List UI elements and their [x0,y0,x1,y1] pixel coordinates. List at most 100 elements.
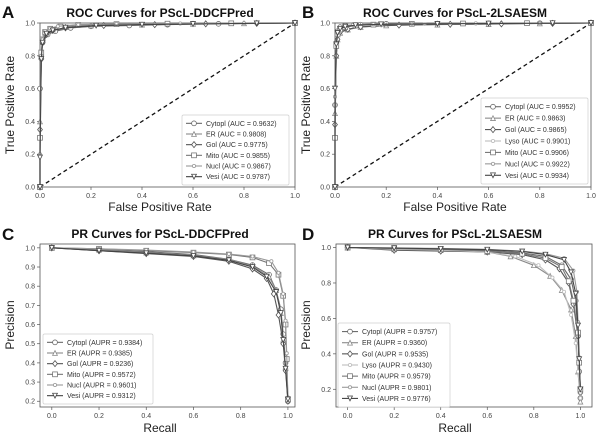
data-point [574,322,582,329]
legend-item: Gol (AUC = 0.9865) [485,125,567,134]
legend-item: Vesi (AUC = 0.9934) [485,172,569,180]
y-tick-label: 0.6 [25,322,35,329]
legend-item: Gol (AUPR = 0.9535) [342,350,428,358]
y-tick-label: 0.9 [25,265,35,272]
x-tick-label: 0.2 [389,413,399,420]
legend-marker-icon [190,130,198,137]
x-tick-label: 0.2 [381,193,391,200]
y-tick-label: 1.0 [320,21,330,28]
legend-marker-icon [191,141,197,149]
legend-label: Lyso (AUC = 0.9901) [505,139,570,146]
x-axis-label: Recall [438,421,471,435]
data-point [519,248,526,255]
y-axis-label: True Positive Rate [3,56,17,155]
panel-a: A ROC Curves for PScL-DDCFPred 0.0 0.2 0.4 0.… [2,3,300,214]
data-point [190,253,197,260]
data-point [38,56,45,63]
legend-label: Vesi (AUC = 0.9787) [206,174,270,181]
data-point [437,245,444,253]
data-point [572,290,579,297]
data-point [263,273,270,280]
data-point [337,25,344,33]
legend-label: Vesi (AUPR = 0.9776) [362,396,431,403]
data-point [333,41,340,48]
data-point [342,23,349,30]
data-point [485,20,492,27]
y-tick-label: 0.8 [25,284,35,291]
data-point [283,318,288,323]
y-tick-label: 0.6 [320,86,330,93]
x-tick-label: 0.6 [189,413,199,420]
y-tick-label: 0.4 [320,119,330,126]
data-point [344,244,351,251]
panel-letter: C [2,225,14,244]
legend-item: Lyso (AUPR = 0.9430) [342,363,432,370]
legend: Cytopl (AUC = 0.9952) ER (AUC = 0.9863) Go… [480,97,589,185]
data-point [542,251,549,258]
y-tick-label: 0.4 [25,119,35,126]
x-tick-label: 0.8 [236,413,246,420]
legend-item: ER (AUPR = 0.9385) [47,349,132,358]
legend: Cytopl (AUPR = 0.9757) ER (AUPR = 0.9360)… [337,322,451,408]
legend-marker-icon [346,395,354,402]
data-point [573,341,578,346]
x-tick-label: 0.8 [535,193,545,200]
legend-label: Vesi (AUC = 0.9934) [505,173,569,180]
legend-label: Mito (AUPR = 0.9579) [362,374,431,381]
legend-marker-icon [347,350,353,358]
data-point [513,254,518,259]
y-axis-label: Precision [299,300,313,349]
legend-item: Nucl (AUC = 0.9922) [485,161,570,168]
legend-label: Cytopl (AUPR = 0.9384) [67,340,142,347]
x-tick-label: 0.0 [35,193,45,200]
data-point [484,246,491,253]
legend-marker-icon [346,339,354,346]
legend-item: Gol (AUPR = 0.9236) [47,360,133,368]
data-point [587,20,595,27]
legend-label: Mito (AUC = 0.9906) [505,150,569,157]
legend-item: Vesi (AUPR = 0.9312) [47,392,136,400]
y-tick-label: 1.0 [25,21,35,28]
data-point [391,245,398,252]
legend-item: Vesi (AUC = 0.9787) [186,173,270,181]
legend-item: Nucl (AUC = 0.9867) [186,164,271,171]
diagonal-reference-line [334,22,592,188]
panel-c: C PR Curves for PScL-DDCFPred 0.0 0.2 0.4 0.6… [2,225,296,435]
x-tick-label: 0.4 [137,193,147,200]
panel-d: D PR Curves for PScL-2LSAESM 0.0 0.2 0.4 0.6 0… [299,225,593,435]
legend-item: Nucl (AUPR = 0.9601) [47,383,136,390]
y-tick-label: 0.2 [320,152,330,159]
data-point [577,398,584,405]
series-vesi [344,244,584,393]
legend-item: Cytopl (AUPR = 0.9384) [47,339,142,347]
x-tick-label: 0.6 [484,193,494,200]
data-point [352,22,359,29]
y-tick-label: 0.8 [320,53,330,60]
y-tick-label: 1.0 [321,245,331,252]
legend-item: Gol (AUC = 0.9775) [186,141,268,149]
legend-marker-icon [347,385,352,390]
y-tick-label: 0.2 [25,399,35,406]
data-point [95,247,103,255]
series-line [51,247,289,400]
legend-marker-icon [489,114,497,121]
data-point [577,386,584,393]
legend-marker-icon [52,339,58,346]
x-tick-label: 0.4 [433,193,443,200]
x-tick-label: 0.2 [86,193,96,200]
data-point [561,257,568,264]
legend-label: Cytopl (AUC = 0.9952) [505,104,576,111]
chart-title: PR Curves for PScL-DDCFPred [71,227,248,241]
legend-item: ER (AUPR = 0.9360) [342,339,427,347]
y-tick-label: 0.5 [25,341,35,348]
y-axis-label: Precision [3,300,17,349]
x-tick-label: 0.6 [188,193,198,200]
legend-label: ER (AUPR = 0.9385) [67,351,132,358]
data-point [225,257,232,264]
data-point [39,39,46,46]
series-vesi [331,20,595,191]
legend-label: Gol (AUC = 0.9775) [206,142,268,149]
series-line [347,246,581,390]
data-point [578,396,583,401]
